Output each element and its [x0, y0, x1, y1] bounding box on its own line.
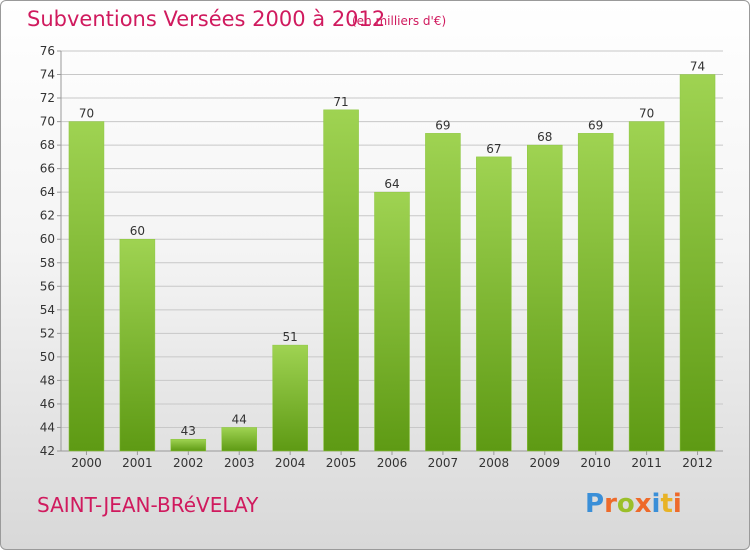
bar-value-label: 51	[283, 330, 298, 344]
bar	[679, 74, 716, 452]
bar	[476, 156, 512, 452]
y-tick-label: 44	[40, 420, 55, 434]
bar	[119, 238, 156, 452]
bar	[527, 144, 563, 452]
y-tick-label: 68	[40, 138, 55, 152]
bar	[628, 121, 665, 452]
bar-value-label: 69	[588, 118, 603, 132]
bar-value-label: 64	[384, 177, 399, 191]
y-tick-label: 70	[40, 115, 55, 129]
x-tick-label: 2000	[71, 456, 102, 470]
x-tick-label: 2006	[377, 456, 408, 470]
x-tick-label: 2008	[479, 456, 510, 470]
bar-value-label: 67	[486, 142, 501, 156]
bar	[272, 344, 308, 452]
x-tick-label: 2003	[224, 456, 255, 470]
bar	[68, 121, 105, 452]
commune-name: SAINT-JEAN-BRéVELAY	[37, 493, 259, 517]
bar	[323, 109, 359, 452]
bar-value-label: 60	[130, 224, 145, 238]
y-tick-label: 56	[40, 279, 55, 293]
x-tick-label: 2001	[122, 456, 153, 470]
y-tick-label: 58	[40, 256, 55, 270]
y-tick-label: 72	[40, 91, 55, 105]
y-tick-label: 48	[40, 373, 55, 387]
x-tick-label: 2009	[529, 456, 560, 470]
bar-value-label: 70	[79, 107, 94, 121]
x-tick-label: 2002	[173, 456, 204, 470]
x-tick-label: 2010	[580, 456, 611, 470]
bar-value-label: 43	[181, 424, 196, 438]
bar	[374, 191, 410, 452]
chart-subtitle: (en milliers d'€)	[352, 14, 447, 28]
y-tick-label: 52	[40, 326, 55, 340]
bar-value-label: 68	[537, 130, 552, 144]
bar-value-label: 74	[690, 60, 705, 74]
x-tick-label: 2012	[682, 456, 713, 470]
y-tick-label: 50	[40, 350, 55, 364]
x-tick-label: 2005	[326, 456, 357, 470]
bar	[425, 133, 461, 452]
bar-value-label: 44	[232, 412, 247, 426]
y-tick-label: 76	[40, 44, 55, 58]
y-tick-label: 46	[40, 397, 55, 411]
x-tick-label: 2007	[428, 456, 459, 470]
proxiti-logo[interactable]: Proxiti	[585, 489, 682, 519]
bar-value-label: 70	[639, 107, 654, 121]
bar	[170, 438, 207, 452]
y-tick-label: 74	[40, 68, 55, 82]
bar	[577, 133, 614, 452]
y-tick-label: 64	[40, 185, 55, 199]
bar-value-label: 69	[435, 118, 450, 132]
chart-title: Subventions Versées 2000 à 2012	[27, 7, 386, 31]
y-tick-label: 66	[40, 162, 55, 176]
y-tick-label: 42	[40, 444, 55, 458]
bar	[221, 427, 257, 452]
x-tick-label: 2004	[275, 456, 306, 470]
x-tick-label: 2011	[631, 456, 662, 470]
y-tick-label: 60	[40, 232, 55, 246]
bar-value-label: 71	[333, 95, 348, 109]
y-tick-label: 62	[40, 209, 55, 223]
y-tick-label: 54	[40, 303, 55, 317]
